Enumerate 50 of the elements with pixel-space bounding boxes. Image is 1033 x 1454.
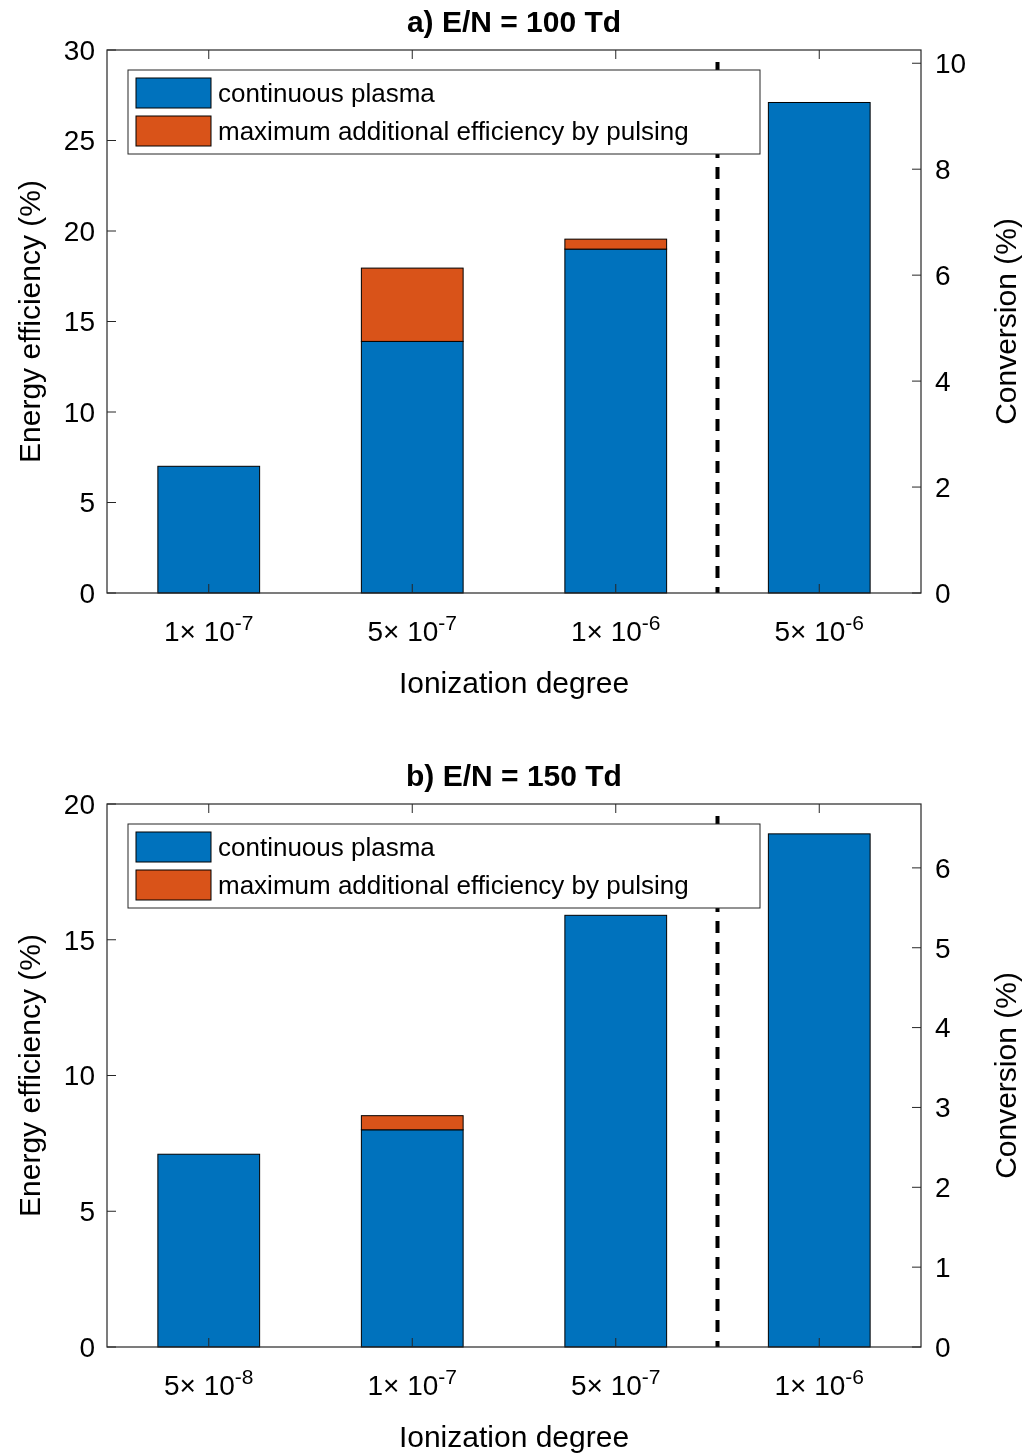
y2-tick-label: 6 xyxy=(935,852,951,884)
y2-tick-label: 0 xyxy=(935,1331,951,1363)
y-tick-label: 15 xyxy=(63,306,95,338)
y2-tick-label: 4 xyxy=(935,1012,951,1044)
x-tick-label: 1× 10$^{-6}$ xyxy=(774,1364,865,1401)
y2-axis-title: Conversion (%) xyxy=(989,218,1022,425)
y-axis-title: Energy efficiency (%) xyxy=(13,180,46,463)
bar xyxy=(767,833,871,1348)
bar xyxy=(767,101,871,594)
y2-tick-label: 4 xyxy=(935,365,951,397)
legend-label: maximum additional efficiency by pulsing xyxy=(218,870,689,901)
legend-label: continuous plasma xyxy=(218,832,436,863)
y-tick-label: 25 xyxy=(63,125,95,157)
chart-title: b) E/N = 150 Td xyxy=(406,759,622,792)
x-tick-label: 5× 10$^{-8}$ xyxy=(163,1364,254,1401)
y-axis-title: Energy efficiency (%) xyxy=(13,934,46,1217)
y-tick-label: 0 xyxy=(79,1331,95,1363)
bar xyxy=(564,914,668,1348)
y-tick-label: 15 xyxy=(63,924,95,956)
y2-tick-label: 0 xyxy=(935,577,951,609)
y2-tick-label: 8 xyxy=(935,154,951,185)
x-tick-label: 5× 10$^{-6}$ xyxy=(774,610,865,647)
y2-tick-label: 2 xyxy=(935,1172,951,1204)
bar xyxy=(157,465,261,594)
y2-tick-label: 5 xyxy=(935,932,951,964)
y-tick-label: 10 xyxy=(63,396,95,428)
y-tick-label: 30 xyxy=(63,34,95,66)
y-tick-label: 0 xyxy=(79,577,95,609)
x-tick-label: 5× 10$^{-7}$ xyxy=(367,610,458,647)
x-tick-label: 1× 10$^{-6}$ xyxy=(570,610,661,647)
y-tick-label: 20 xyxy=(63,788,95,820)
y-tick-label: 5 xyxy=(79,487,95,519)
legend-label: continuous plasma xyxy=(218,78,436,109)
chart-title: a) E/N = 100 Td xyxy=(406,5,622,38)
x-tick-label: 5× 10$^{-7}$ xyxy=(570,1364,661,1401)
x-axis-title: Ionization degree xyxy=(398,1420,630,1453)
y-tick-label: 20 xyxy=(63,215,95,247)
x-tick-label: 1× 10$^{-7}$ xyxy=(367,1364,458,1401)
y2-tick-label: 10 xyxy=(935,48,967,80)
x-axis-title: Ionization degree xyxy=(398,666,630,699)
bar xyxy=(157,1153,261,1348)
y-tick-label: 5 xyxy=(79,1196,95,1228)
y2-tick-label: 2 xyxy=(935,471,951,503)
y2-tick-label: 3 xyxy=(935,1092,951,1124)
y2-tick-label: 1 xyxy=(935,1251,951,1283)
legend-label: maximum additional efficiency by pulsing xyxy=(218,116,689,147)
y2-axis-title: Conversion (%) xyxy=(989,972,1022,1179)
x-tick-label: 1× 10$^{-7}$ xyxy=(163,610,254,647)
y-tick-label: 10 xyxy=(63,1060,95,1092)
y2-tick-label: 6 xyxy=(935,259,951,291)
